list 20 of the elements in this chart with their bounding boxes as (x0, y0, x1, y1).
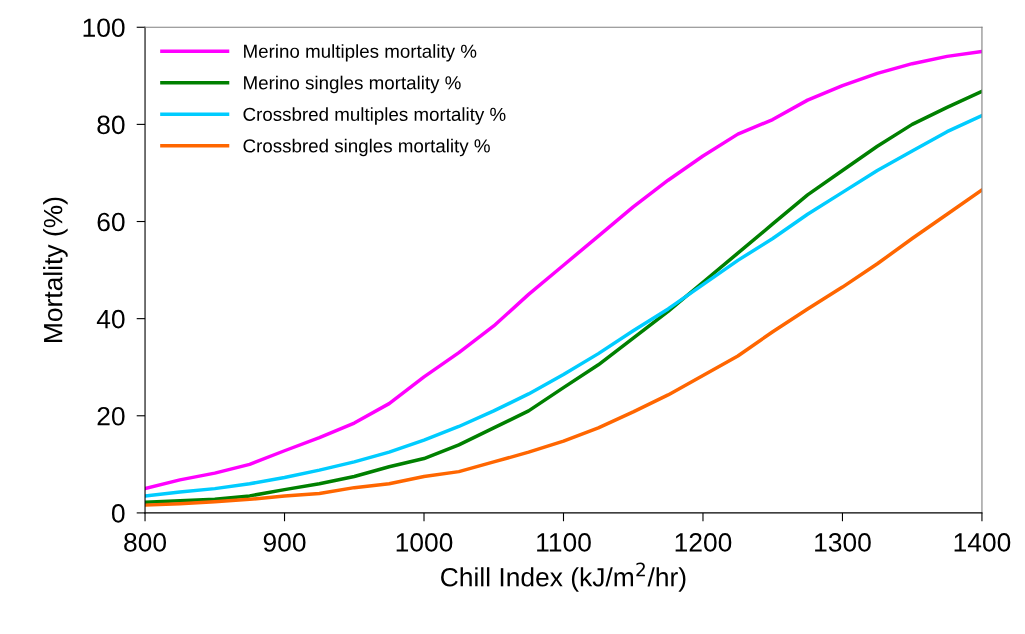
line-series (145, 188, 982, 507)
y-tick-label: 100 (83, 18, 125, 38)
legend-label: Crossbred singles mortality % (243, 138, 490, 157)
x-tick-label: 1400 (954, 533, 1011, 552)
x-tick-label: 900 (263, 533, 306, 552)
x-tick-label: 1000 (396, 533, 453, 552)
x-tick-label: 1300 (815, 533, 871, 552)
legend-label: Merino multiples mortality % (244, 44, 477, 62)
y-axis-title: Mortality (%) (43, 197, 68, 342)
x-tick-label: 1100 (537, 533, 591, 552)
x-axis-title: Chill Index (kJ/m$^{2}$/hr) (441, 562, 686, 592)
x-tick-label: 1200 (675, 533, 732, 552)
y-tick-label: 0 (111, 504, 125, 523)
x-tick-label: 800 (124, 533, 167, 552)
legend-label: Merino singles mortality % (244, 75, 461, 94)
y-tick-label: 40 (96, 309, 125, 329)
y-tick-label: 20 (97, 406, 125, 426)
y-tick-label: 80 (97, 115, 125, 135)
legend-label: Crossbred multiples mortality % (243, 107, 506, 125)
y-tick-label: 60 (97, 212, 125, 232)
